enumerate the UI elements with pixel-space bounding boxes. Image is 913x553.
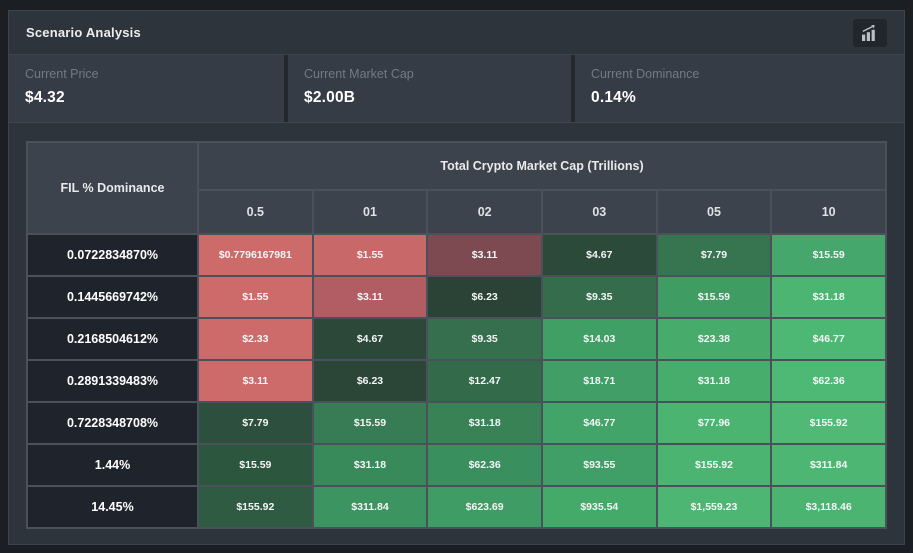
scenario-price-cell: $155.92	[197, 485, 314, 529]
table-row: 0.2168504612% $2.33 $4.67 $9.35 $14.03 $23.38…	[26, 317, 887, 361]
scenario-price-cell: $3.11	[426, 233, 543, 277]
scenario-price-cell: $14.03	[540, 317, 658, 361]
scenario-price-cell: $4.67	[540, 233, 658, 277]
scenario-price-cell: $93.55	[540, 443, 658, 487]
table-row: 14.45% $155.92 $311.84 $623.69 $935.54 $1,559…	[26, 485, 887, 529]
dominance-row-label: 0.2168504612%	[26, 317, 199, 361]
market-cap-group-header: Total Crypto Market Cap (Trillions)	[197, 141, 887, 191]
fil-dominance-header: FIL % Dominance	[26, 141, 199, 235]
scenario-price-cell: $23.38	[655, 317, 773, 361]
stat-value: $2.00B	[304, 89, 356, 106]
panel-header: Scenario Analysis	[9, 11, 904, 55]
scenario-price-cell: $9.35	[426, 317, 543, 361]
scenario-table-container: FIL % Dominance Total Crypto Market Cap …	[9, 123, 904, 529]
dominance-row-label: 0.2891339483%	[26, 359, 199, 403]
scenario-price-cell: $12.47	[426, 359, 543, 403]
scenario-price-cell: $15.59	[655, 275, 773, 319]
dominance-row-label: 1.44%	[26, 443, 199, 487]
scenario-price-cell: $62.36	[770, 359, 887, 403]
scenario-price-cell: $6.23	[426, 275, 543, 319]
scenario-price-cell: $1.55	[311, 233, 429, 277]
table-row: 0.2891339483% $3.11 $6.23 $12.47 $18.71 $31.1…	[26, 359, 887, 403]
dominance-row-label: 0.7228348708%	[26, 401, 199, 445]
scenario-price-cell: $7.79	[655, 233, 773, 277]
market-cap-column-header-0.5: 0.5	[197, 189, 314, 235]
market-cap-column-header-03: 03	[540, 189, 658, 235]
market-cap-column-header-05: 05	[655, 189, 773, 235]
table-row: 0.1445669742% $1.55 $3.11 $6.23 $9.35 $15.59 $…	[26, 275, 887, 319]
scenario-price-cell: $31.18	[770, 275, 887, 319]
scenario-price-cell: $935.54	[540, 485, 658, 529]
scenario-price-cell: $155.92	[655, 443, 773, 487]
stat-value: $4.32	[25, 89, 65, 106]
scenario-price-cell: $3.11	[197, 359, 314, 403]
market-cap-column-header-01: 01	[311, 189, 429, 235]
scenario-price-cell: $3.11	[311, 275, 429, 319]
scenario-price-cell: $623.69	[426, 485, 543, 529]
scenario-price-cell: $31.18	[655, 359, 773, 403]
stat-value: 0.14%	[591, 89, 636, 106]
scenario-price-cell: $1,559.23	[655, 485, 773, 529]
scenario-price-cell: $9.35	[540, 275, 658, 319]
scenario-analysis-panel: Scenario Analysis Current Price $4.32 Cu…	[8, 10, 905, 545]
scenario-price-cell: $31.18	[311, 443, 429, 487]
dominance-row-label: 14.45%	[26, 485, 199, 529]
scenario-price-cell: $31.18	[426, 401, 543, 445]
market-cap-column-header-02: 02	[426, 189, 543, 235]
scenario-price-cell: $7.79	[197, 401, 314, 445]
dominance-row-label: 0.0722834870%	[26, 233, 199, 277]
stat-current-price: Current Price $4.32	[9, 55, 284, 122]
panel-title: Scenario Analysis	[26, 25, 141, 40]
scenario-price-cell: $15.59	[197, 443, 314, 487]
stat-label: Current Price	[25, 67, 99, 81]
scenario-table: FIL % Dominance Total Crypto Market Cap …	[26, 141, 887, 529]
stat-current-market-cap: Current Market Cap $2.00B	[288, 55, 571, 122]
scenario-price-cell: $1.55	[197, 275, 314, 319]
scenario-price-cell: $3,118.46	[770, 485, 887, 529]
table-row: 0.7228348708% $7.79 $15.59 $31.18 $46.77 $77.…	[26, 401, 887, 445]
scenario-price-cell: $18.71	[540, 359, 658, 403]
scenario-price-cell: $2.33	[197, 317, 314, 361]
scenario-price-cell: $6.23	[311, 359, 429, 403]
stat-label: Current Dominance	[591, 67, 700, 81]
table-row: 0.0722834870% $0.7796167981 $1.55 $3.11 $4.6…	[26, 233, 887, 277]
scenario-price-cell: $46.77	[540, 401, 658, 445]
scenario-price-cell: $155.92	[770, 401, 887, 445]
stat-label: Current Market Cap	[304, 67, 414, 81]
scenario-price-cell: $311.84	[770, 443, 887, 487]
current-stats-row: Current Price $4.32 Current Market Cap $…	[9, 55, 904, 123]
market-cap-column-header-10: 10	[770, 189, 887, 235]
scenario-price-cell: $15.59	[311, 401, 429, 445]
table-row: 1.44% $15.59 $31.18 $62.36 $93.55 $155.92 $311…	[26, 443, 887, 487]
scenario-price-cell: $0.7796167981	[197, 233, 314, 277]
scenario-price-cell: $46.77	[770, 317, 887, 361]
scenario-price-cell: $4.67	[311, 317, 429, 361]
stat-current-dominance: Current Dominance 0.14%	[575, 55, 904, 122]
scenario-price-cell: $62.36	[426, 443, 543, 487]
scenario-price-cell: $15.59	[770, 233, 887, 277]
bar-chart-trending-up-icon	[860, 24, 880, 41]
scenario-price-cell: $311.84	[311, 485, 429, 529]
scenario-price-cell: $77.96	[655, 401, 773, 445]
dominance-row-label: 0.1445669742%	[26, 275, 199, 319]
chart-toggle-button[interactable]	[853, 18, 887, 47]
